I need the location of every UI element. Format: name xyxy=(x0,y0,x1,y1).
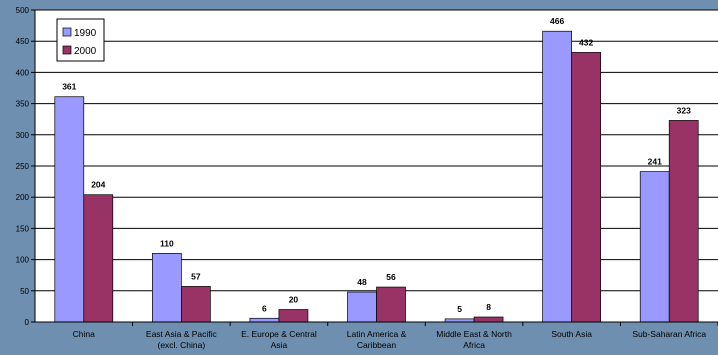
y-tick-label: 150 xyxy=(16,224,30,233)
y-tick-label: 50 xyxy=(20,287,29,296)
y-tick-label: 500 xyxy=(16,6,30,15)
bar-value-label: 57 xyxy=(191,271,201,281)
x-category-label: South Asia xyxy=(551,329,592,339)
bar-value-label: 20 xyxy=(289,295,299,305)
bar-value-label: 323 xyxy=(677,105,691,115)
bar-labels: 361 204 110 57 6 20 48 56 5 8 466 432 241 323 xyxy=(62,16,691,314)
bar-2000-6 xyxy=(668,120,699,323)
bars xyxy=(54,30,699,323)
bar-value-label: 241 xyxy=(648,157,662,167)
x-category-label: Sub-Saharan Africa xyxy=(632,329,706,339)
y-tick-label: 250 xyxy=(16,162,30,171)
y-tick-label: 350 xyxy=(16,100,30,109)
legend-swatch-1990 xyxy=(62,27,72,37)
y-tick-label: 0 xyxy=(25,318,30,327)
bar-2000-2 xyxy=(278,309,309,323)
bar-2000-5 xyxy=(571,52,601,323)
legend: 1990 2000 xyxy=(56,18,105,62)
legend-swatch-2000 xyxy=(62,45,72,55)
y-tick-label: 300 xyxy=(16,131,30,140)
legend-label-2000: 2000 xyxy=(74,46,97,57)
bar-value-label: 8 xyxy=(486,302,491,312)
y-tick-label: 100 xyxy=(16,256,30,265)
axes xyxy=(34,10,718,326)
bar-2000-4 xyxy=(473,316,504,323)
legend-label-1990: 1990 xyxy=(74,28,97,39)
gridlines xyxy=(35,9,718,292)
bar-value-label: 5 xyxy=(457,304,462,314)
bar-value-label: 56 xyxy=(386,272,396,282)
bar-value-label: 6 xyxy=(262,303,267,313)
x-category-label: Middle East & North Africa xyxy=(436,329,512,350)
bar-value-label: 110 xyxy=(160,238,174,248)
bar-1990-3 xyxy=(347,291,377,323)
bar-1990-0 xyxy=(54,96,85,323)
x-category-label: China xyxy=(73,329,95,339)
bar-1990-2 xyxy=(249,317,280,323)
bar-value-label: 361 xyxy=(62,82,76,92)
x-category-label: East Asia & Pacific (excl. China) xyxy=(146,329,218,350)
bar-value-label: 48 xyxy=(357,277,367,287)
x-category-label: Latin America & Caribbean xyxy=(347,329,407,350)
bar-value-label: 432 xyxy=(579,37,593,47)
bar-value-label: 204 xyxy=(91,180,105,190)
x-axis-categories: China East Asia & Pacific (excl. China) E. … xyxy=(73,329,707,350)
y-axis-ticks: 0 50 100 150 200 250 300 350 400 450 500 xyxy=(16,6,35,327)
bar-1990-5 xyxy=(542,30,572,323)
y-tick-label: 200 xyxy=(16,193,30,202)
y-tick-label: 450 xyxy=(16,37,30,46)
y-tick-label: 400 xyxy=(16,68,30,77)
bar-1990-6 xyxy=(639,171,670,323)
bar-2000-3 xyxy=(376,286,406,323)
bar-value-label: 466 xyxy=(550,16,564,26)
bar-1990-1 xyxy=(152,253,182,323)
bar-2000-0 xyxy=(83,194,114,323)
x-category-label: E. Europe & Central Asia xyxy=(241,329,317,350)
bar-2000-1 xyxy=(181,286,211,323)
